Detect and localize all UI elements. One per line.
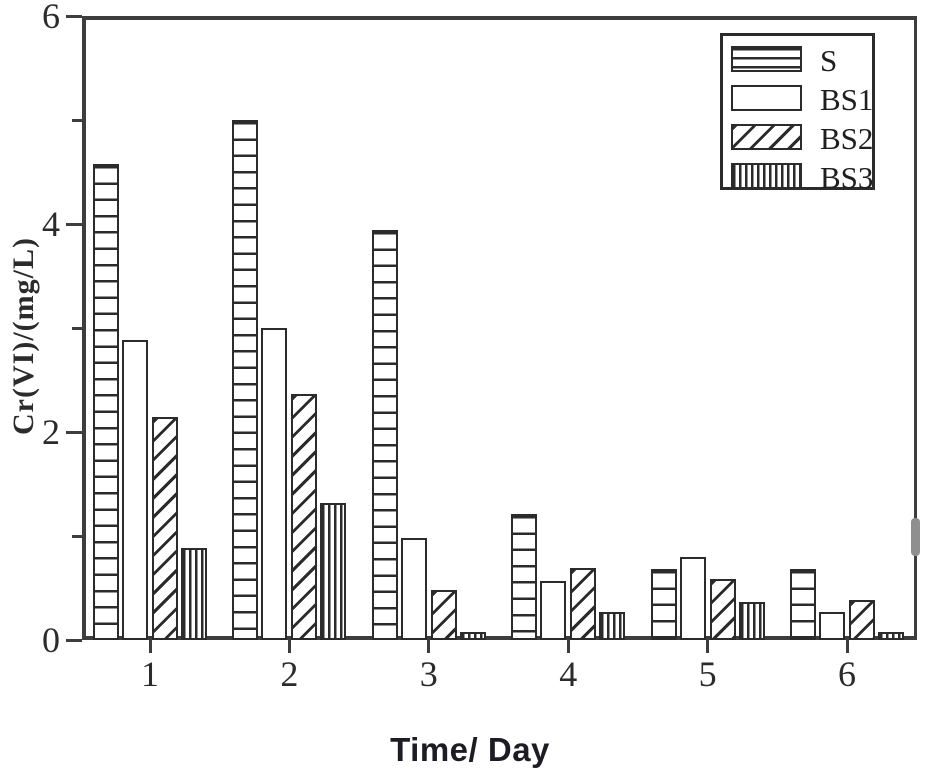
x-tick-1 bbox=[148, 640, 152, 653]
legend-swatch-bs3-icon bbox=[731, 163, 802, 189]
legend-label-s: S bbox=[820, 43, 838, 78]
bar-bs2-day5 bbox=[709, 578, 736, 640]
bar-s-day4 bbox=[511, 514, 538, 640]
legend-swatch-bs2-icon bbox=[731, 124, 802, 150]
bar-bs1-day2 bbox=[261, 328, 288, 640]
legend-label-bs2: BS2 bbox=[820, 121, 874, 156]
y-minor-tick-3 bbox=[72, 326, 82, 330]
x-tick-label-5: 5 bbox=[698, 654, 717, 694]
y-tick-label-0: 0 bbox=[42, 620, 60, 660]
bar-bs1-day1 bbox=[122, 340, 148, 640]
legend-row-bs2: BS2 bbox=[730, 119, 874, 158]
bar-bs2-day2 bbox=[291, 393, 318, 640]
bar-s-day3 bbox=[371, 230, 398, 640]
x-axis-title: Time/ Day bbox=[390, 731, 550, 768]
legend-swatch-s-icon bbox=[731, 46, 802, 72]
legend-row-s: S bbox=[730, 41, 872, 80]
bar-s-day5 bbox=[650, 569, 677, 640]
x-tick-label-3: 3 bbox=[419, 654, 438, 694]
bar-s-day1 bbox=[93, 163, 119, 640]
plot-area-frame bbox=[82, 16, 917, 640]
right-axis-artifact-mark bbox=[911, 518, 920, 556]
x-tick-6 bbox=[845, 640, 849, 653]
y-major-tick-4 bbox=[66, 222, 82, 226]
bar-bs3-day2 bbox=[320, 502, 347, 640]
y-tick-label-6: 6 bbox=[42, 0, 60, 36]
bar-s-day2 bbox=[232, 120, 259, 640]
bar-bs2-day4 bbox=[570, 568, 597, 640]
y-major-tick-6 bbox=[66, 14, 82, 18]
bar-bs3-day1 bbox=[181, 548, 207, 640]
legend-swatch-bs1-icon bbox=[731, 85, 802, 111]
y-major-tick-2 bbox=[66, 430, 82, 434]
x-tick-5 bbox=[706, 640, 710, 653]
legend-box: S BS1 BS2 BS3 bbox=[720, 33, 875, 195]
x-tick-2 bbox=[287, 640, 291, 653]
bar-bs1-day6 bbox=[819, 611, 845, 640]
bar-bs2-day3 bbox=[430, 590, 457, 640]
legend-row-bs1: BS1 bbox=[730, 80, 874, 119]
bar-bs2-day1 bbox=[152, 417, 178, 640]
y-tick-label-4: 4 bbox=[42, 204, 60, 244]
bar-bs1-day3 bbox=[400, 538, 427, 640]
y-major-tick-0 bbox=[66, 638, 82, 642]
x-tick-label-1: 1 bbox=[141, 654, 159, 694]
x-tick-label-4: 4 bbox=[559, 654, 578, 694]
legend-label-bs3: BS3 bbox=[820, 160, 874, 195]
x-tick-label-6: 6 bbox=[838, 654, 856, 694]
y-tick-label-2: 2 bbox=[42, 412, 60, 452]
bar-bs1-day4 bbox=[540, 580, 567, 640]
x-tick-label-2: 2 bbox=[280, 654, 299, 694]
legend-label-bs1: BS1 bbox=[820, 82, 874, 117]
bar-bs3-day3 bbox=[459, 631, 486, 640]
bar-bs1-day5 bbox=[679, 556, 706, 640]
y-axis-title: Cr(VI)/(mg/L) bbox=[7, 237, 40, 435]
bar-bs3-day5 bbox=[738, 601, 765, 640]
x-tick-4 bbox=[566, 640, 570, 653]
x-tick-3 bbox=[427, 640, 431, 653]
y-minor-tick-5 bbox=[72, 118, 82, 122]
bar-s-day6 bbox=[790, 569, 816, 640]
bar-bs3-day6 bbox=[878, 631, 904, 640]
bar-bs3-day4 bbox=[599, 611, 626, 640]
bar-bs2-day6 bbox=[849, 600, 875, 640]
y-minor-tick-1 bbox=[72, 534, 82, 538]
legend-row-bs3: BS3 bbox=[730, 158, 874, 197]
